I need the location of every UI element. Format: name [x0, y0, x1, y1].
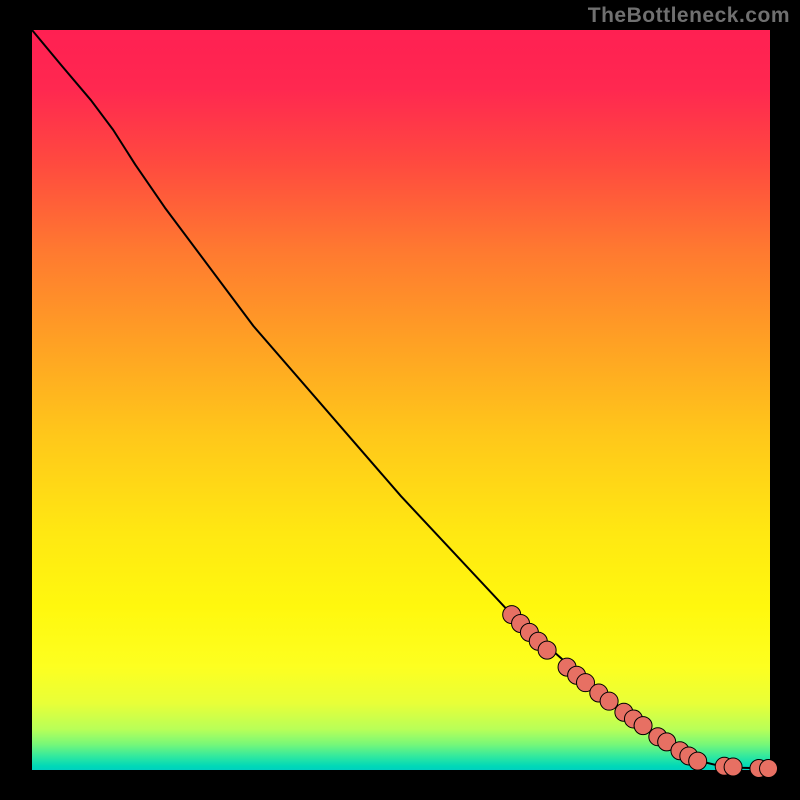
chart-marker [600, 692, 618, 710]
chart-marker [538, 641, 556, 659]
chart-svg [0, 0, 800, 800]
chart-marker [689, 752, 707, 770]
chart-container: TheBottleneck.com [0, 0, 800, 800]
chart-marker [724, 758, 742, 776]
chart-marker [634, 717, 652, 735]
chart-plot-area [32, 30, 770, 770]
attribution-text: TheBottleneck.com [588, 4, 790, 28]
chart-marker [760, 760, 778, 778]
